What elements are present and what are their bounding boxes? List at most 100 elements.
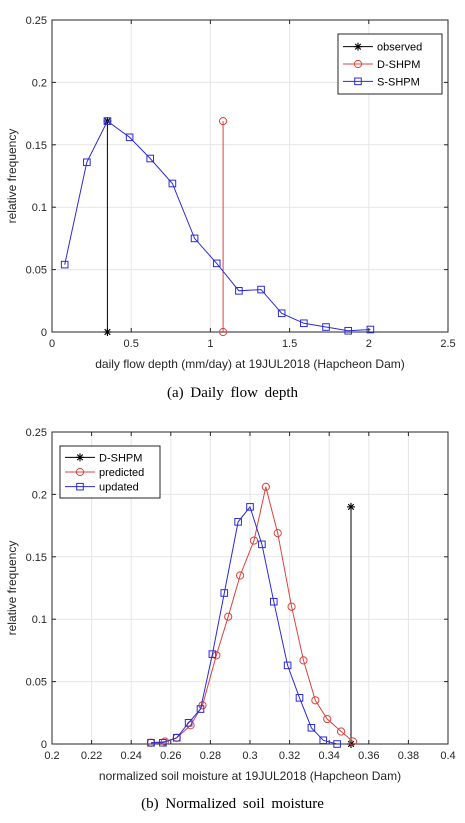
chart-b-ytick-label-4: 0.2 <box>32 489 47 501</box>
chart-a-xtick-label-4: 2 <box>366 338 372 350</box>
chart-a-series-s-shpm-line <box>64 120 371 332</box>
chart-b-series-updated-point-0 <box>147 738 155 747</box>
chart-a-legend-d-shpm-label: D-SHPM <box>377 59 420 71</box>
chart-b-legend-predicted-marker <box>75 467 85 477</box>
chart-a-axes-box <box>51 19 449 333</box>
chart-a-xtick-label-2: 1 <box>207 338 213 350</box>
chart-b-series-updated-point-10 <box>269 597 278 606</box>
chart-b-series-updated-point-13 <box>307 723 316 732</box>
chart-b-series-predicted-point-9 <box>261 482 270 492</box>
chart-b-series-updated-point-14 <box>319 736 328 745</box>
chart-a-ytick-label-5: 0.25 <box>26 15 47 27</box>
chart-b-xtick-label-2: 0.24 <box>120 750 141 762</box>
chart-b-ytick-label-1: 0.05 <box>26 677 47 689</box>
chart-a-series-s-shpm-point-9 <box>257 285 265 294</box>
chart-b-series-updated-point-11 <box>283 661 292 670</box>
chart-b-series-predicted-point-11 <box>287 602 296 611</box>
chart-a-ytick-label-2: 0.1 <box>32 202 47 214</box>
chart-a-series-s-shpm-point-2 <box>103 117 112 125</box>
chart-b-ytick-label-5: 0.25 <box>26 427 47 439</box>
chart-b-series-updated-point-6 <box>220 589 229 597</box>
chart-a-legend-d-shpm-marker <box>353 59 363 69</box>
chart-a-series-s-shpm-point-10 <box>277 309 286 318</box>
chart-a-series-s-shpm-point-8 <box>235 287 243 295</box>
chart-b-series-predicted-point-13 <box>311 696 320 705</box>
chart-a-series-s-shpm-point-7 <box>212 259 221 268</box>
chart-b-series-predicted-point-14 <box>323 714 332 724</box>
chart-b-series-predicted-point-7 <box>236 571 245 580</box>
chart-b-ylabel: relative frequency <box>5 541 19 636</box>
chart-a-series-s-shpm-point-14 <box>366 325 375 334</box>
chart-b-legend-d-shpm-marker-stroke-3 <box>76 454 84 461</box>
chart-b-series-predicted-point-16 <box>348 737 358 746</box>
chart-a-xtick-label-5: 2.5 <box>440 338 455 350</box>
chart-a-series-observed-point-0 <box>103 328 112 336</box>
chart-b-series-d-shpm-point-0-stroke-3 <box>347 740 355 748</box>
chart-a-legend-s-shpm-marker <box>354 77 362 86</box>
chart-b-xtick-label-8: 0.36 <box>358 750 379 762</box>
chart-a-series-s-shpm-point-5 <box>168 179 177 188</box>
chart-b-xtick-label-4: 0.28 <box>200 750 221 762</box>
chart-b-xtick-label-5: 0.3 <box>242 750 257 762</box>
chart-b-series-updated-point-15 <box>333 740 341 748</box>
chart-b-series-predicted-point-1 <box>160 737 169 746</box>
chart-b-series-updated-point-7 <box>234 518 242 526</box>
chart-a-ytick-label-3: 0.15 <box>26 140 47 152</box>
chart-b-legend-d-shpm-marker <box>76 453 84 462</box>
chart-a-ytick-label-4: 0.2 <box>32 77 47 89</box>
chart-a-series-s-shpm-point-4 <box>146 154 155 163</box>
chart-b-legend-d-shpm-label: D-SHPM <box>99 452 142 464</box>
chart-b-series-predicted-point-6 <box>224 612 233 621</box>
chart-a-series-s-shpm-point-6 <box>190 234 199 243</box>
chart-a-legend-observed-marker-stroke-3 <box>354 43 362 50</box>
chart-b-series-predicted-line <box>150 486 354 744</box>
chart-a-xtick-label-3: 1.5 <box>282 338 297 350</box>
chart-a-series-s-shpm-point-1 <box>83 158 91 167</box>
chart-a-series-s-shpm-point-12 <box>322 323 330 331</box>
chart-a-series-observed-point-0-stroke-3 <box>104 328 111 336</box>
chart-b-series-predicted-point-5 <box>212 651 221 660</box>
chart-b-series-d-shpm-point-1-stroke-3 <box>347 503 355 511</box>
chart-b-series-updated-point-5 <box>208 650 217 658</box>
chart-b-series-updated-point-9 <box>258 540 266 549</box>
caption-b: (b) Normalized soil moisture <box>141 796 324 812</box>
chart-b-series-predicted-point-8 <box>249 536 259 545</box>
chart-b-series-predicted-point-15 <box>336 727 346 736</box>
chart-b-xtick-label-3: 0.26 <box>160 750 181 762</box>
chart-a-legend-s-shpm-label: S-SHPM <box>377 76 420 88</box>
chart-b-series-updated-point-3 <box>184 718 193 727</box>
chart-b-ytick-label-2: 0.1 <box>32 614 47 626</box>
chart-b-ytick-label-3: 0.15 <box>26 552 47 564</box>
chart-a-series-s-shpm-point-3 <box>125 133 134 142</box>
chart-b-xtick-label-10: 0.4 <box>440 750 455 762</box>
chart-a-legend-observed-label: observed <box>377 42 422 54</box>
chart-a-ytick-label-0: 0 <box>41 327 47 339</box>
chart-a-xtick-label-0: 0 <box>49 338 55 350</box>
chart-a-xtick-label-1: 0.5 <box>124 338 139 350</box>
chart-b-series-updated-point-8 <box>246 503 254 511</box>
chart-a-series-s-shpm-point-11 <box>300 319 308 328</box>
chart-b-legend-updated-label: updated <box>99 482 139 494</box>
chart-b-series-updated-line <box>151 505 338 745</box>
chart-a-legend-observed-marker <box>354 42 362 51</box>
chart-b-xtick-label-0: 0.2 <box>44 750 59 762</box>
chart-b-series-updated-point-12 <box>295 694 304 702</box>
chart-b-legend-predicted-label: predicted <box>99 467 144 479</box>
chart-b-xlabel: normalized soil moisture at 19JUL2018 (H… <box>99 769 401 783</box>
chart-b-series-d-shpm-point-0 <box>346 740 355 748</box>
caption-a: (a) Daily flow depth <box>166 385 299 401</box>
chart-b-xtick-label-7: 0.34 <box>318 750 339 762</box>
chart-a-series-d-shpm-point-1 <box>218 116 228 126</box>
chart-a-series-s-shpm-point-13 <box>344 326 353 335</box>
chart-b-series-updated-point-1 <box>159 738 167 747</box>
chart-b-series-updated-point-4 <box>196 705 205 713</box>
chart-b-xtick-label-9: 0.38 <box>398 750 419 762</box>
chart-b-legend-updated-marker <box>76 482 84 491</box>
chart-b-series-updated-point-2 <box>172 733 181 742</box>
chart-b-xtick-label-1: 0.22 <box>81 750 102 762</box>
chart-a-series-s-shpm-point-0 <box>60 260 69 269</box>
chart-a-ytick-label-1: 0.05 <box>26 265 47 277</box>
chart-b-ytick-label-0: 0 <box>41 739 47 751</box>
chart-b-series-predicted-point-10 <box>273 528 282 538</box>
